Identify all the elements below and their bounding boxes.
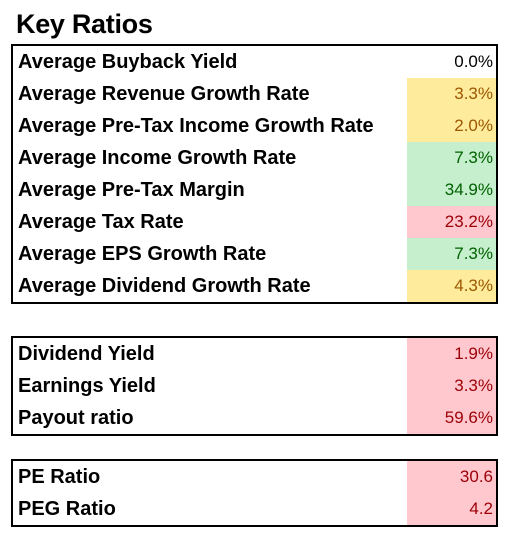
- table-row: Average Dividend Growth Rate 4.3%: [13, 270, 496, 302]
- row-value: 59.6%: [407, 402, 496, 434]
- row-value: 4.2: [407, 493, 496, 525]
- row-label: Dividend Yield: [18, 343, 155, 365]
- row-label: Average Tax Rate: [18, 211, 184, 233]
- row-value: 3.3%: [407, 370, 496, 402]
- row-label: PE Ratio: [18, 466, 101, 488]
- table-row: Average Pre-Tax Income Growth Rate 2.0%: [13, 110, 496, 142]
- row-value: 23.2%: [407, 206, 496, 238]
- row-label: Average EPS Growth Rate: [18, 243, 267, 265]
- row-label: Earnings Yield: [18, 375, 156, 397]
- row-label: Average Dividend Growth Rate: [18, 275, 311, 297]
- table-row: Average Revenue Growth Rate 3.3%: [13, 78, 496, 110]
- row-value: 30.6: [407, 461, 496, 493]
- table-row: Average Buyback Yield 0.0%: [13, 46, 496, 78]
- table-row: Average Tax Rate 23.2%: [13, 206, 496, 238]
- row-label: Average Income Growth Rate: [18, 147, 297, 169]
- table-row: Earnings Yield 3.3%: [13, 370, 496, 402]
- row-value: 0.0%: [454, 52, 493, 71]
- row-value: 3.3%: [407, 78, 496, 110]
- row-label: PEG Ratio: [18, 498, 116, 520]
- row-label: Payout ratio: [18, 407, 134, 429]
- row-label: Average Buyback Yield: [18, 51, 238, 73]
- averages-table: Average Buyback Yield 0.0% Average Reven…: [11, 44, 498, 304]
- table-row: PE Ratio 30.6: [13, 461, 496, 493]
- yields-table: Dividend Yield 1.9% Earnings Yield 3.3% …: [11, 336, 498, 436]
- table-row: Dividend Yield 1.9%: [13, 338, 496, 370]
- row-label: Average Pre-Tax Income Growth Rate: [18, 115, 374, 137]
- row-label: Average Revenue Growth Rate: [18, 83, 310, 105]
- row-value: 7.3%: [407, 142, 496, 174]
- page-title: Key Ratios: [16, 9, 153, 39]
- table-row: Average EPS Growth Rate 7.3%: [13, 238, 496, 270]
- row-value: 7.3%: [407, 238, 496, 270]
- row-label: Average Pre-Tax Margin: [18, 179, 245, 201]
- pe-ratios-table: PE Ratio 30.6 PEG Ratio 4.2: [11, 459, 498, 527]
- table-row: Average Pre-Tax Margin 34.9%: [13, 174, 496, 206]
- row-value: 4.3%: [407, 270, 496, 302]
- row-value: 2.0%: [407, 110, 496, 142]
- table-row: PEG Ratio 4.2: [13, 493, 496, 525]
- table-row: Average Income Growth Rate 7.3%: [13, 142, 496, 174]
- row-value: 34.9%: [407, 174, 496, 206]
- row-value: 1.9%: [407, 338, 496, 370]
- table-row: Payout ratio 59.6%: [13, 402, 496, 434]
